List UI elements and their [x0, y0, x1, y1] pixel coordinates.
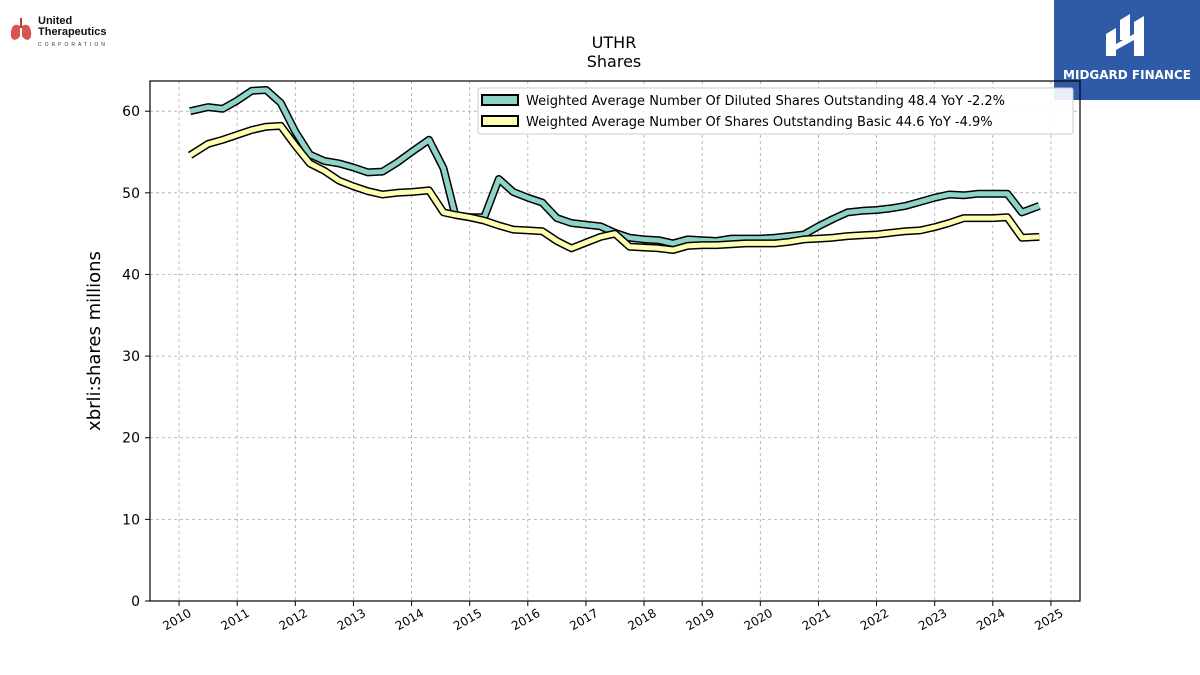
axis-ticks: 2010 2011 2012 2013 2014 2015 2016 2017 2018 2019… [122, 104, 1065, 633]
x-tick-label: 2020 [742, 606, 775, 633]
y-tick-label: 0 [131, 594, 140, 610]
x-tick-label: 2013 [335, 606, 368, 633]
x-tick-label: 2012 [277, 606, 310, 633]
x-tick-label: 2022 [858, 606, 891, 633]
series-lines [187, 86, 1041, 254]
plot-frame [149, 80, 1081, 602]
legend-swatch-1 [481, 94, 519, 106]
series-line-2 [188, 123, 1040, 253]
y-tick-label: 60 [122, 104, 140, 120]
legend: Weighted Average Number Of Diluted Share… [477, 87, 1074, 135]
united-therapeutics-logo: United Therapeutics CORPORATION [8, 14, 128, 50]
x-tick-label: 2015 [451, 606, 484, 633]
midgard-finance-logo: MIDGARD FINANCE [1054, 0, 1200, 100]
x-tick-label: 2018 [625, 606, 658, 633]
legend-box [477, 87, 1074, 135]
legend-label-1: Weighted Average Number Of Diluted Share… [526, 94, 1005, 109]
chart-subtitle: Shares [587, 52, 642, 71]
legend-label-2: Weighted Average Number Of Shares Outsta… [526, 115, 993, 130]
y-tick-label: 30 [122, 349, 140, 365]
company-name-line2: Therapeutics [38, 26, 107, 38]
x-tick-label: 2023 [916, 606, 949, 633]
x-tick-label: 2017 [567, 606, 600, 633]
legend-swatch-2 [481, 115, 519, 127]
company-name-line1: United [38, 15, 73, 27]
company-name-line3: CORPORATION [38, 42, 108, 48]
y-tick-label: 10 [122, 512, 140, 528]
y-axis-label: xbrli:shares millions [84, 251, 105, 431]
publisher-name: MIDGARD FINANCE [1063, 68, 1191, 82]
chart-title: UTHR [592, 33, 637, 52]
x-tick-label: 2019 [683, 606, 716, 633]
x-tick-label: 2010 [160, 606, 193, 633]
y-tick-label: 20 [122, 431, 140, 447]
x-tick-label: 2024 [974, 606, 1007, 633]
lungs-icon [10, 18, 32, 40]
y-tick-label: 40 [122, 267, 140, 283]
x-tick-label: 2021 [800, 606, 833, 633]
y-tick-label: 50 [122, 186, 140, 202]
midgard-emblem-icon [1106, 14, 1144, 56]
x-tick-label: 2025 [1032, 606, 1065, 633]
grid [150, 81, 1080, 602]
x-tick-label: 2014 [393, 606, 426, 633]
x-tick-label: 2011 [218, 606, 251, 633]
x-tick-label: 2016 [509, 606, 542, 633]
